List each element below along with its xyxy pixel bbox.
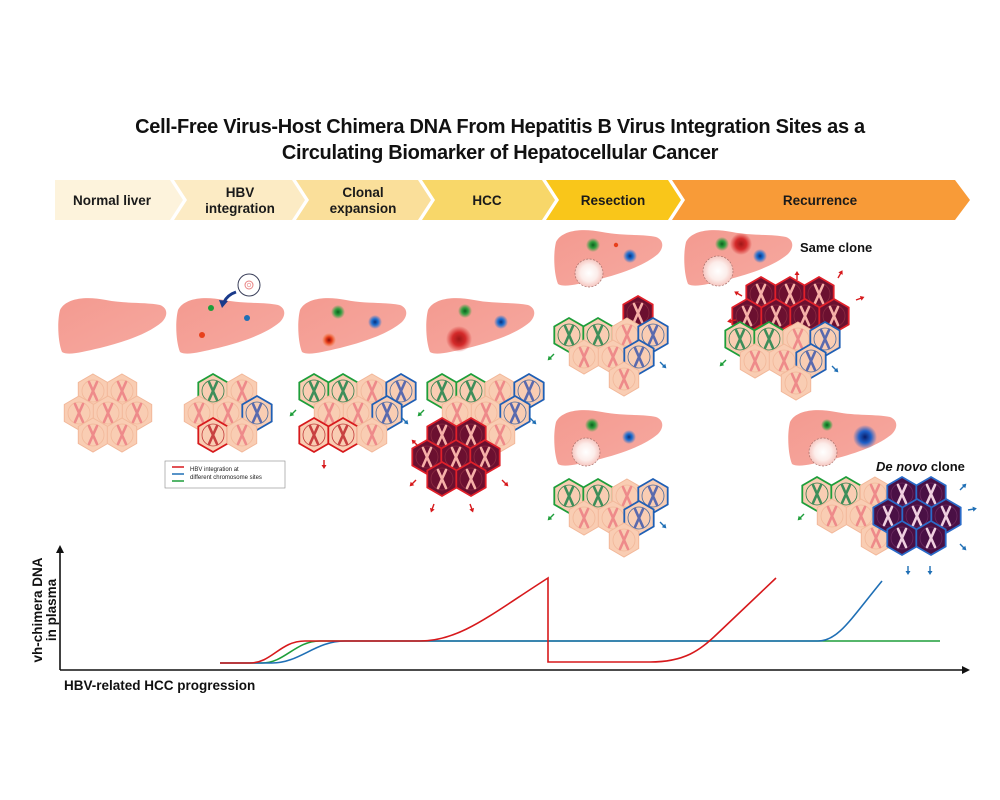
cells-clonal-expansion (287, 374, 416, 470)
stage-hcc: HCC (422, 180, 555, 220)
figure-title-line2: Circulating Biomarker of Hepatocellular … (281, 142, 719, 164)
resected-region (574, 258, 604, 288)
cells-recurrence-same-clone (717, 268, 867, 400)
svg-text:Resection: Resection (581, 193, 646, 208)
same-clone-label: Same clone (800, 240, 872, 255)
svg-text:expansion: expansion (330, 201, 397, 216)
liver-normal (58, 298, 167, 354)
svg-text:Normal liver: Normal liver (73, 193, 152, 208)
curved-arrow-icon (222, 290, 237, 303)
svg-text:HBV: HBV (226, 185, 255, 200)
stage-banner: Normal liver HBV integration Clonal expa… (55, 180, 970, 220)
liver-clonal-expansion (298, 298, 407, 354)
legend: HBV integration at different chromosome … (164, 460, 286, 489)
svg-text:Recurrence: Recurrence (783, 193, 858, 208)
y-axis-label-line1: vh-chimera DNA (30, 557, 45, 662)
series-red-line (220, 576, 777, 664)
liver-recurrence-de-novo (788, 410, 897, 467)
svg-text:HCC: HCC (472, 193, 501, 208)
stage-hbv-integration: HBV integration (174, 180, 305, 220)
svg-text:Clonal: Clonal (342, 185, 383, 200)
figure-title-line1: Cell-Free Virus-Host Chimera DNA From He… (135, 116, 865, 138)
stage-recurrence: Recurrence (672, 180, 970, 220)
liver-hcc (426, 298, 535, 354)
blue-integration-spot (244, 315, 250, 321)
cells-hbv-integration (184, 374, 271, 452)
legend-text-line2: different chromosome sites (190, 475, 262, 481)
stage-resection: Resection (546, 180, 681, 220)
legend-text-line1: HBV integration at (190, 467, 239, 473)
svg-text:integration: integration (205, 201, 275, 216)
cells-hcc (407, 374, 544, 515)
liver-recurrence-same-clone (684, 230, 793, 287)
chart: vh-chimera DNA in plasma HBV-related HCC… (30, 545, 970, 693)
cells-normal (64, 374, 151, 452)
liver-resection-top (554, 230, 663, 288)
stage-normal-liver: Normal liver (55, 180, 183, 220)
de-novo-clone-label: De novo clone (876, 459, 965, 474)
cells-recurrence-de-novo (795, 477, 978, 576)
series-green-line (220, 640, 940, 664)
y-axis-label-line2: in plasma (44, 578, 59, 641)
figure-title: Cell-Free Virus-Host Chimera DNA From He… (0, 114, 1000, 166)
liver-resection-bottom (554, 410, 663, 467)
stage-clonal-expansion: Clonal expansion (296, 180, 431, 220)
x-axis-arrow-icon (962, 666, 970, 674)
x-axis-label: HBV-related HCC progression (64, 678, 255, 693)
cells-resection-top (545, 296, 669, 396)
y-axis-arrow-icon (56, 545, 64, 553)
cells-resection-bottom (545, 479, 669, 557)
hbv-virus-icon (219, 273, 261, 308)
green-integration-spot (208, 305, 214, 311)
red-integration-spot (199, 332, 205, 338)
liver-hbv-integration (176, 298, 285, 354)
series-blue-line (220, 580, 883, 664)
